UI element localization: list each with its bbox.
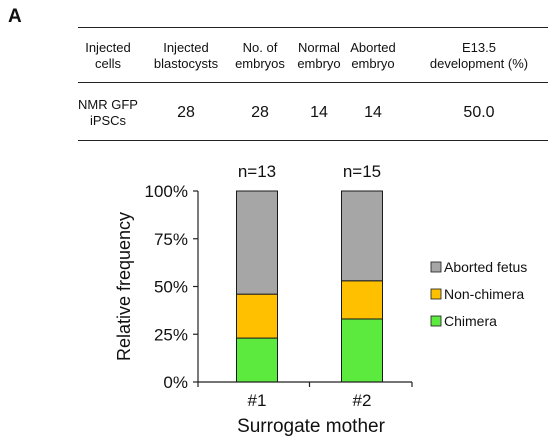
x-tick-label: #2 [353,391,372,410]
header-line: E13.5 [462,40,496,55]
table-header-injected-blastocysts: Injected blastocysts [148,40,224,72]
header-line: Aborted [350,40,396,55]
table-header-injected-cells: Injected cells [72,40,144,72]
legend-label-non-chimera: Non-chimera [444,286,524,302]
bar-segment-non-chimera-2 [341,280,383,320]
bar-segment-non-chimera-1 [236,293,278,339]
table-cell-aborted: 14 [364,104,382,121]
row-label-line: iPSCs [89,113,127,128]
header-line: embryo [297,56,341,71]
legend-swatch-non-chimera [430,288,442,300]
y-tick-label: 0% [163,373,188,392]
header-line: Injected [163,40,209,55]
table-row-label: NMR GFP iPSCs [72,97,144,129]
header-line: Normal [298,40,340,55]
x-tick-label: #1 [248,391,267,410]
table-header-no-of-embryos: No. of embryos [230,40,290,72]
y-tick-label: 100% [145,182,188,201]
bar-segment-aborted-fetus-1 [236,190,278,295]
header-line: No. of [242,40,278,55]
header-line: cells [94,56,121,71]
bar-annotation: n=15 [343,162,381,181]
table-cell-blastocysts: 28 [177,104,195,121]
bar-segment-chimera-1 [236,337,278,383]
header-line: embryo [351,56,395,71]
panel-label: A [8,6,22,27]
y-axis-label: Relative frequency [114,212,134,361]
table-cell-development: 50.0 [463,104,495,121]
bar-annotation: n=13 [238,162,276,181]
header-line: Injected [85,40,131,55]
bar-segment-aborted-fetus-2 [341,190,383,282]
header-line: embryos [235,56,285,71]
table-top-rule [78,27,548,28]
table-header-e135-development: E13.5 development (%) [420,40,538,72]
x-axis-label: Surrogate mother [237,416,386,437]
table-bottom-rule [78,140,548,141]
y-tick-label: 75% [154,230,188,249]
header-line: development (%) [429,56,529,71]
legend-swatch-chimera [430,315,442,327]
legend-label-chimera: Chimera [444,313,497,329]
header-line: blastocysts [153,56,219,71]
table-header-normal-embryo: Normal embryo [294,40,344,72]
legend-label-aborted-fetus: Aborted fetus [444,259,527,275]
bar-segment-chimera-2 [341,318,383,383]
table-header-rule [78,82,548,83]
y-tick-label: 50% [154,278,188,297]
table-header-aborted-embryo: Aborted embryo [344,40,402,72]
y-tick-label: 25% [154,325,188,344]
table-cell-normal: 14 [310,104,328,121]
table-cell-embryos: 28 [251,104,269,121]
legend-swatch-aborted-fetus [430,261,442,273]
row-label-line: NMR GFP [78,97,138,112]
